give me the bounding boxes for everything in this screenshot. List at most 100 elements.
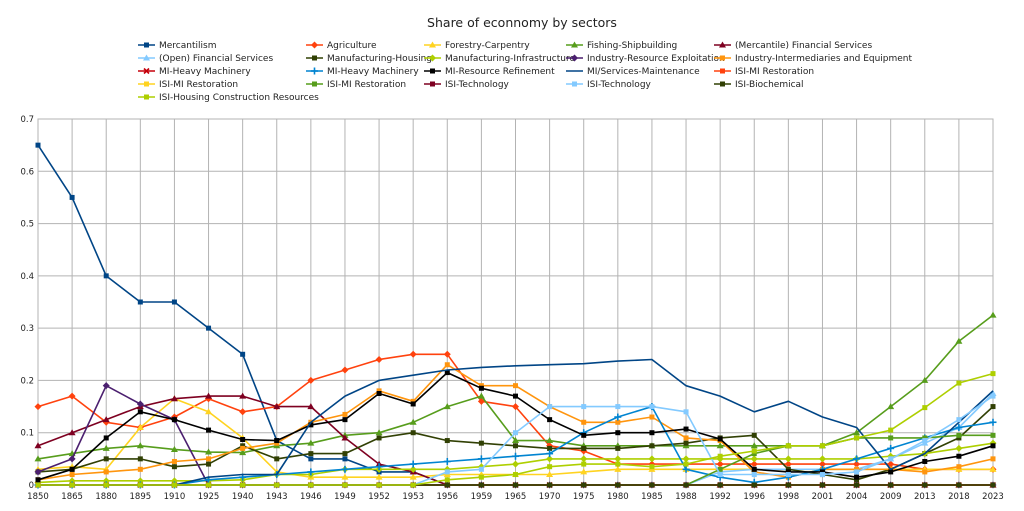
data-point xyxy=(819,469,825,475)
x-tick-label: 2001 xyxy=(812,492,834,502)
data-point xyxy=(512,403,519,411)
data-point xyxy=(784,460,792,468)
data-point xyxy=(854,435,860,441)
data-point xyxy=(717,472,723,478)
legend-label: ISI-Housing Construction Resources xyxy=(159,93,319,103)
legend-item: Forestry-Carpentry xyxy=(424,41,530,51)
data-point xyxy=(136,442,144,449)
data-point xyxy=(888,427,894,433)
legend-swatch-marker xyxy=(720,81,725,87)
data-point xyxy=(990,404,996,410)
legend-item: ISI-Technology xyxy=(424,80,510,90)
data-point xyxy=(546,437,554,444)
data-point xyxy=(68,455,76,463)
data-point xyxy=(990,432,996,438)
data-point xyxy=(854,482,860,488)
data-point xyxy=(409,418,417,425)
y-tick-label: 0.5 xyxy=(20,220,34,230)
data-point xyxy=(136,400,144,408)
data-point xyxy=(580,455,588,463)
data-point xyxy=(649,430,655,436)
data-point xyxy=(888,456,894,462)
data-point xyxy=(478,440,484,446)
legend-item: MI-Resource Refinement xyxy=(424,67,555,77)
data-point xyxy=(137,466,143,472)
data-point xyxy=(307,468,315,476)
data-point xyxy=(922,438,928,444)
x-tick-label: 1952 xyxy=(368,492,390,502)
data-point xyxy=(956,435,962,441)
data-point xyxy=(34,403,42,411)
data-point xyxy=(614,455,622,463)
data-point xyxy=(716,442,724,449)
legend-item: ISI-MI Restoration xyxy=(714,67,814,77)
legend-label: ISI-Technology xyxy=(587,80,652,90)
data-point xyxy=(342,411,348,417)
data-point xyxy=(444,477,450,483)
data-point xyxy=(683,482,689,488)
data-point xyxy=(921,376,929,383)
data-point xyxy=(547,464,553,470)
x-tick-label: 1988 xyxy=(675,492,697,502)
data-point xyxy=(171,458,177,464)
data-point xyxy=(240,445,246,451)
data-point xyxy=(785,472,791,478)
legend-swatch-marker xyxy=(571,41,578,48)
data-point xyxy=(990,393,996,399)
data-point xyxy=(307,439,315,446)
data-point xyxy=(615,430,621,436)
legend-swatch-marker xyxy=(719,41,726,48)
data-point xyxy=(478,385,484,391)
data-point xyxy=(751,472,757,478)
data-point xyxy=(615,482,621,488)
legend-swatch-marker xyxy=(144,94,149,100)
data-point xyxy=(547,445,553,451)
data-point xyxy=(922,469,928,475)
data-point xyxy=(990,456,996,462)
legend-item: Agriculture xyxy=(306,41,377,51)
legend-item: ISI-Biochemical xyxy=(714,80,804,90)
data-point xyxy=(955,423,963,431)
data-point xyxy=(581,432,587,438)
data-point xyxy=(854,477,860,483)
series-line xyxy=(38,358,994,486)
data-point xyxy=(410,430,416,436)
data-point xyxy=(341,434,349,441)
data-point xyxy=(751,469,757,475)
legend-item: ISI-MI Restoration xyxy=(306,80,406,90)
data-point xyxy=(137,456,143,462)
data-point xyxy=(308,451,314,457)
x-tick-label: 1998 xyxy=(778,492,800,502)
data-point xyxy=(956,464,962,470)
data-point xyxy=(102,416,110,423)
data-point xyxy=(580,468,588,475)
data-point xyxy=(751,451,757,457)
data-point xyxy=(888,469,894,475)
x-tick-label: 1959 xyxy=(471,492,493,502)
data-point xyxy=(750,455,758,463)
legend-label: ISI-Biochemical xyxy=(735,80,804,90)
legend-label: ISI-MI Restoration xyxy=(327,80,406,90)
data-point xyxy=(206,427,212,433)
data-point xyxy=(409,473,417,480)
data-point xyxy=(206,461,212,467)
data-point xyxy=(477,392,485,399)
data-point xyxy=(308,422,314,428)
x-tick-label: 1992 xyxy=(709,492,731,502)
x-tick-label: 1953 xyxy=(402,492,424,502)
data-point xyxy=(409,350,417,358)
data-point xyxy=(547,482,553,488)
data-point xyxy=(375,473,383,480)
data-point xyxy=(785,443,791,449)
data-point xyxy=(103,482,109,488)
data-point xyxy=(409,460,417,468)
data-point xyxy=(887,460,895,468)
data-point xyxy=(513,482,518,488)
data-point xyxy=(376,482,382,488)
legend-item: MI-Heavy Machinery xyxy=(306,67,419,77)
data-point xyxy=(750,442,758,449)
data-point xyxy=(818,455,826,463)
data-point xyxy=(956,432,962,438)
legend-swatch-marker xyxy=(429,54,436,62)
data-point xyxy=(443,350,451,358)
